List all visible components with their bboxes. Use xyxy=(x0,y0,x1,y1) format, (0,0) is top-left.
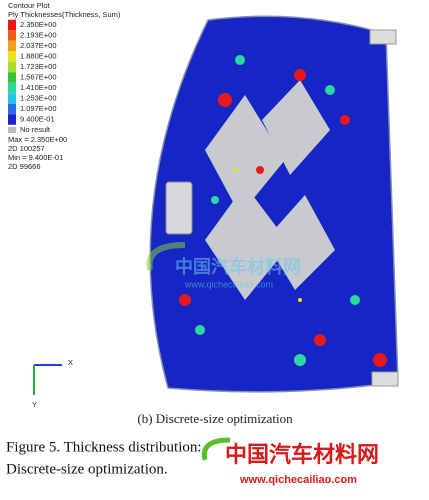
stat-line: Min = 9.400E-01 xyxy=(8,153,63,162)
watermark-name: 中国汽车材料网 xyxy=(175,256,301,277)
legend-label: 2.037E+00 xyxy=(20,41,57,50)
hood-model xyxy=(149,15,399,393)
legend: 2.350E+002.193E+00 2.037E+001.880E+00 1.72… xyxy=(8,19,57,134)
watermark-url: www.qichecailiao.com xyxy=(184,279,273,289)
legend-swatch xyxy=(8,114,16,125)
watermark-name: 中国汽车材料网 xyxy=(225,442,379,467)
legend-label: 1.880E+00 xyxy=(20,51,57,60)
legend-swatch xyxy=(8,103,16,115)
legend-label: 1.567E+00 xyxy=(20,72,57,81)
axis-label: Y xyxy=(32,400,37,409)
watermark-logo: 中国汽车材料网 www.qichecailiao.com xyxy=(146,242,301,289)
legend-swatch xyxy=(8,30,16,41)
stat-line: 2D 99666 xyxy=(8,162,41,171)
caption-line: Discrete-size optimization. xyxy=(6,461,168,477)
legend-label: 2.350E+00 xyxy=(20,20,57,29)
legend-label: 9.400E-01 xyxy=(20,114,55,123)
legend-label: 2.193E+00 xyxy=(20,30,57,39)
legend-label: 1.097E+00 xyxy=(20,104,57,113)
legend-swatch xyxy=(8,72,16,83)
stat-line: Max = 2.350E+00 xyxy=(8,135,67,144)
watermark-url: www.qichecailiao.com xyxy=(239,474,357,486)
legend-swatch xyxy=(8,19,16,31)
caption-line: Figure 5. Thickness distribution: xyxy=(6,439,202,455)
legend-swatch xyxy=(8,51,16,62)
axis-label: X xyxy=(68,358,73,367)
legend-label: 1.253E+00 xyxy=(20,93,57,102)
legend-label: No result xyxy=(20,125,51,134)
stat-line: 2D 100257 xyxy=(8,144,45,153)
legend-swatch xyxy=(8,40,16,52)
subcaption: (b) Discrete-size optimization xyxy=(137,411,293,426)
legend-swatch xyxy=(8,93,16,104)
plot-title: Contour Plot xyxy=(8,1,51,10)
legend-swatch xyxy=(8,61,16,73)
axis-triad: X Y xyxy=(32,358,73,409)
plot-subtitle: Ply Thicknesses(Thickness, Sum) xyxy=(8,10,121,19)
legend-swatch xyxy=(8,127,16,133)
legend-swatch xyxy=(8,82,16,94)
legend-label: 1.723E+00 xyxy=(20,62,57,71)
legend-label: 1.410E+00 xyxy=(20,83,57,92)
